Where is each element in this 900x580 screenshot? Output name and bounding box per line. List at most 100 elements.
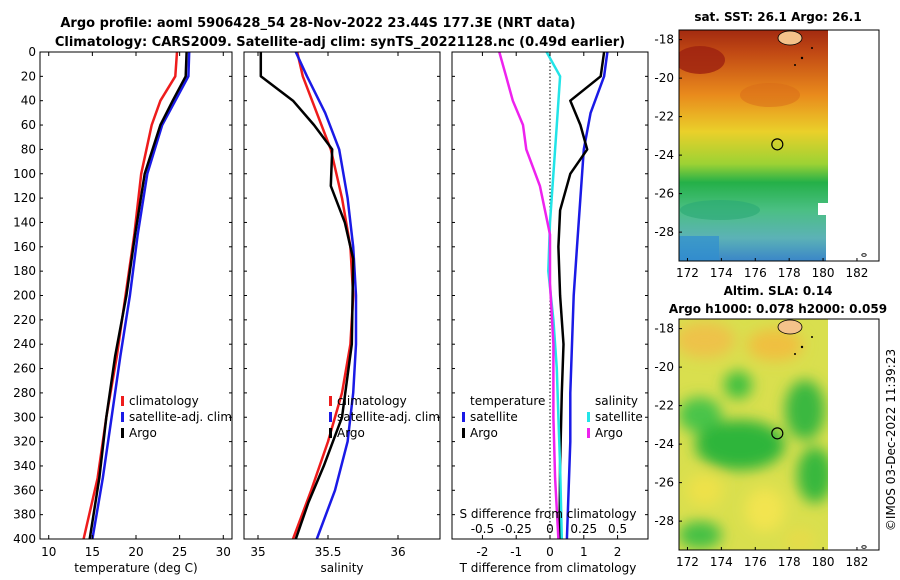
lon-tick-label: 174: [710, 555, 733, 569]
lon-tick-label: 180: [812, 555, 835, 569]
s-diff-tick-label: 0.25: [570, 522, 597, 536]
sla-blob: [695, 420, 785, 470]
lat-tick-label: -18: [654, 322, 674, 336]
sla-blob: [679, 397, 722, 433]
legend-salinity-title: salinity: [595, 394, 638, 408]
island-icon: [794, 64, 796, 66]
sla-lat-ticks: -18 -20 -22 -24 -26 -28: [654, 322, 682, 528]
legend-temp-argo-swatch: [462, 428, 465, 438]
y-tick-label: 180: [13, 264, 36, 278]
legend-satellite-swatch: [121, 412, 124, 422]
y-tick-label: 400: [13, 532, 36, 546]
x-tick-label: 36: [390, 545, 405, 559]
sla-map-title-2: Argo h1000: 0.078 h2000: 0.059: [669, 302, 887, 316]
x-tick-label: 2: [614, 545, 622, 559]
lon-tick-label: 178: [778, 266, 801, 280]
legend-satellite-swatch: [329, 412, 332, 422]
island-icon: [861, 545, 867, 549]
salinity-panel: 35 35.5 36 salinity climatology satellite-…: [243, 51, 441, 575]
sst-map-frame: [678, 29, 880, 262]
x-tick-label: 15: [85, 545, 100, 559]
sst-lat-ticks: -18 -20 -22 -24 -26 -28: [654, 33, 682, 239]
legend-satellite-adj: satellite-adj. clim: [129, 410, 232, 424]
difference-lines: [498, 51, 609, 540]
salinity-lines: [259, 51, 358, 540]
lon-tick-label: 172: [676, 266, 699, 280]
lon-tick-label: 182: [846, 555, 869, 569]
y-tick-label: 340: [13, 459, 36, 473]
sla-map-panel: Altim. SLA: 0.14 Argo h1000: 0.078 h2000…: [654, 284, 887, 569]
island-icon: [800, 56, 804, 60]
sla-map-frame: [678, 318, 880, 551]
legend-argo-swatch: [121, 428, 124, 438]
sla-blob: [679, 521, 722, 549]
island-icon: [861, 253, 867, 257]
lat-tick-label: -22: [654, 110, 674, 124]
title-line2: Climatology: CARS2009. Satellite-adj cli…: [55, 35, 625, 50]
island-icon: [811, 47, 813, 49]
imos-credit: ©IMOS 03-Dec-2022 11:39:23: [884, 349, 898, 531]
legend-climatology-swatch: [121, 396, 124, 406]
lat-tick-label: -26: [654, 187, 674, 201]
lon-tick-label: 180: [812, 266, 835, 280]
sla-blob: [745, 488, 785, 532]
lon-tick-label: 174: [710, 266, 733, 280]
legend-sal-satellite-swatch: [587, 412, 590, 422]
x-tick-label: -2: [476, 545, 488, 559]
lat-tick-label: -28: [654, 225, 674, 239]
island-icon: [777, 319, 803, 335]
y-tick-label: 260: [13, 362, 36, 376]
x-tick-label: -1: [510, 545, 522, 559]
lat-tick-label: -28: [654, 514, 674, 528]
difference-x-ticks: -2 -1 0 1 2: [452, 51, 648, 559]
lon-tick-label: 178: [778, 555, 801, 569]
y-tick-label: 0: [28, 45, 36, 59]
difference-panel: -2 -1 0 1 2 S difference from climatology -0…: [451, 51, 649, 575]
x-tick-label: 35.5: [315, 545, 342, 559]
sla-field: [679, 319, 828, 550]
temperature-xlabel: temperature (deg C): [74, 561, 197, 575]
legend-sal-satellite: satellite: [595, 410, 643, 424]
y-tick-label: 320: [13, 435, 36, 449]
series-line-argo: [259, 52, 355, 540]
salinity-x-ticks: 35 35.5 36: [244, 51, 440, 559]
salinity-legend: climatology satellite-adj. clim Argo: [329, 394, 440, 440]
x-tick-label: 25: [172, 545, 187, 559]
series-line-salinity-satellite: [545, 51, 564, 540]
salinity-xlabel: salinity: [320, 561, 363, 575]
island-icon: [800, 345, 804, 349]
sst-nodata-patch: [818, 203, 828, 215]
temperature-legend: climatology satellite-adj. clim Argo: [121, 394, 232, 440]
lat-tick-label: -20: [654, 360, 674, 374]
y-tick-label: 100: [13, 167, 36, 181]
lon-tick-label: 172: [676, 555, 699, 569]
argo-float-marker: [771, 427, 784, 440]
y-tick-label: 380: [13, 508, 36, 522]
legend-argo-swatch: [329, 428, 332, 438]
s-diff-tick-label: 0: [546, 522, 554, 536]
legend-climatology-swatch: [329, 396, 332, 406]
lat-tick-label: -20: [654, 71, 674, 85]
island-icon: [794, 353, 796, 355]
legend-sal-argo-swatch: [587, 428, 590, 438]
y-tick-label: 300: [13, 410, 36, 424]
lon-tick-label: 176: [744, 266, 767, 280]
y-tick-label: 200: [13, 289, 36, 303]
lon-tick-label: 176: [744, 555, 767, 569]
sst-nodata-patch: [826, 214, 828, 261]
x-tick-label: 10: [41, 545, 56, 559]
y-tick-label: 60: [21, 118, 36, 132]
series-line-salinity-argo: [498, 51, 560, 540]
lat-tick-label: -24: [654, 437, 674, 451]
sla-map-title-1: Altim. SLA: 0.14: [724, 284, 833, 298]
legend-climatology: climatology: [129, 394, 199, 408]
sst-field: [679, 30, 828, 261]
x-tick-label: 30: [216, 545, 231, 559]
legend-temp-satellite-swatch: [462, 412, 465, 422]
y-tick-label: 240: [13, 337, 36, 351]
y-tick-label: 160: [13, 240, 36, 254]
x-tick-label: 35: [250, 545, 265, 559]
sst-warm-patch: [740, 83, 800, 107]
legend-temp-argo: Argo: [470, 426, 498, 440]
